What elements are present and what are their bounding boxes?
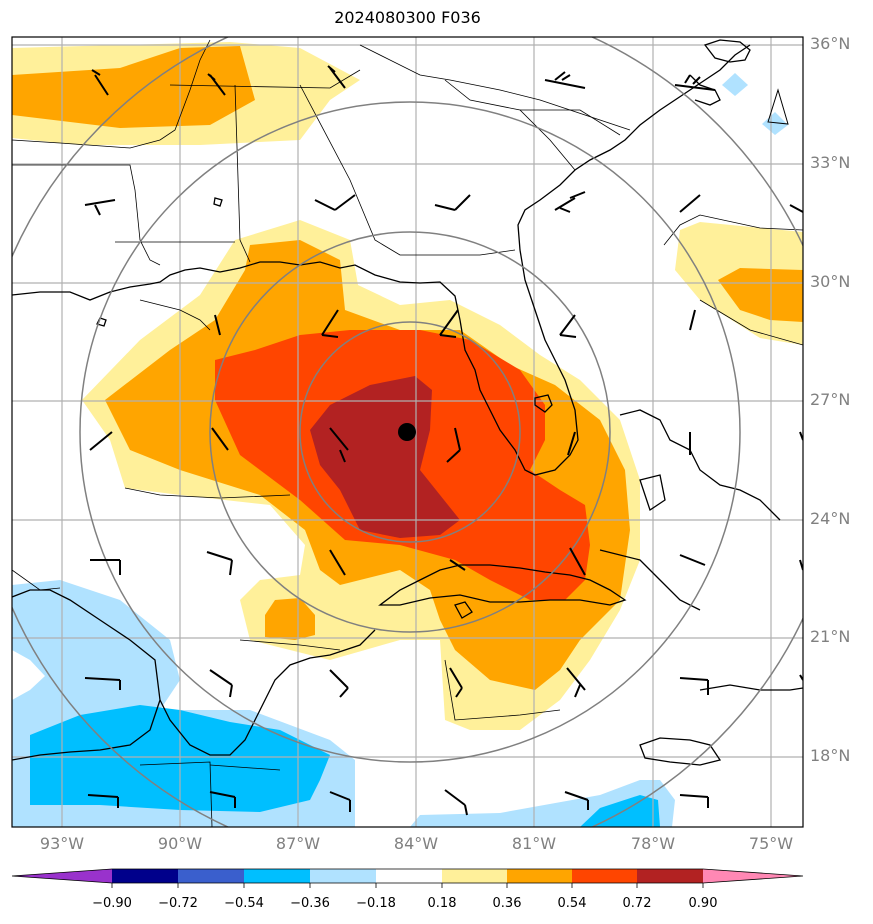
colorbar-label-7: 0.36 — [492, 896, 522, 911]
coastlines — [12, 39, 803, 766]
lat-label-24n: 24°N — [810, 509, 851, 528]
colorbar-extend-low — [12, 869, 112, 883]
colorbar-bin-3 — [244, 869, 310, 883]
colorbar-bin-1 — [112, 869, 178, 883]
lat-label-27n: 27°N — [810, 390, 851, 409]
field-ne-cyan1 — [722, 73, 748, 96]
field-east-orange — [718, 268, 803, 322]
lat-label-30n: 30°N — [810, 272, 851, 291]
lon-label-78w: 78°W — [630, 834, 676, 853]
field-s-blue — [580, 795, 660, 827]
ne-marker — [767, 88, 789, 125]
colorbar-label-6: 0.18 — [427, 896, 457, 911]
lon-label-90w: 90°W — [157, 834, 203, 853]
colorbar-label-2: −0.72 — [158, 896, 198, 911]
colorbar-bin-8 — [572, 869, 637, 883]
range-rings — [12, 37, 803, 827]
colorbar-label-3: −0.54 — [224, 896, 264, 911]
colorbar-label-1: −0.90 — [92, 896, 132, 911]
colorbar-label-9: 0.72 — [622, 896, 652, 911]
storm-center-marker — [398, 423, 416, 441]
map-frame — [11, 36, 804, 828]
field-sw-white-notch — [12, 650, 45, 700]
lon-label-93w: 93°W — [39, 834, 85, 853]
colorbar-label-8: 0.54 — [557, 896, 587, 911]
lon-label-81w: 81°W — [511, 834, 557, 853]
lat-label-18n: 18°N — [810, 746, 851, 765]
field-north-orange — [12, 46, 255, 128]
colorbar-bin-2 — [178, 869, 244, 883]
colorbar — [11, 868, 804, 888]
colorbar-bin-4 — [310, 869, 376, 883]
field-ne-cyan2 — [762, 112, 788, 135]
state-borders — [12, 39, 803, 827]
colorbar-bin-6 — [442, 869, 507, 883]
wind-barbs — [84, 65, 803, 816]
field-core-darkred — [310, 376, 460, 538]
lon-label-87w: 87°W — [275, 834, 321, 853]
lat-label-36n: 36°N — [810, 34, 851, 53]
lon-label-75w: 75°W — [748, 834, 794, 853]
colorbar-label-10: 0.90 — [688, 896, 718, 911]
colorbar-label-4: −0.36 — [290, 896, 330, 911]
graticule — [12, 37, 803, 827]
colorbar-bin-5 — [376, 869, 442, 883]
field-small-orange — [265, 598, 315, 640]
colorbar-extend-high — [703, 869, 803, 883]
lon-label-84w: 84°W — [393, 834, 439, 853]
colorbar-bin-9 — [637, 869, 703, 883]
map-title: 2024080300 F036 — [334, 8, 481, 27]
lat-label-33n: 33°N — [810, 153, 851, 172]
lat-label-21n: 21°N — [810, 627, 851, 646]
colorbar-bin-7 — [507, 869, 572, 883]
colorbar-label-5: −0.18 — [356, 896, 396, 911]
